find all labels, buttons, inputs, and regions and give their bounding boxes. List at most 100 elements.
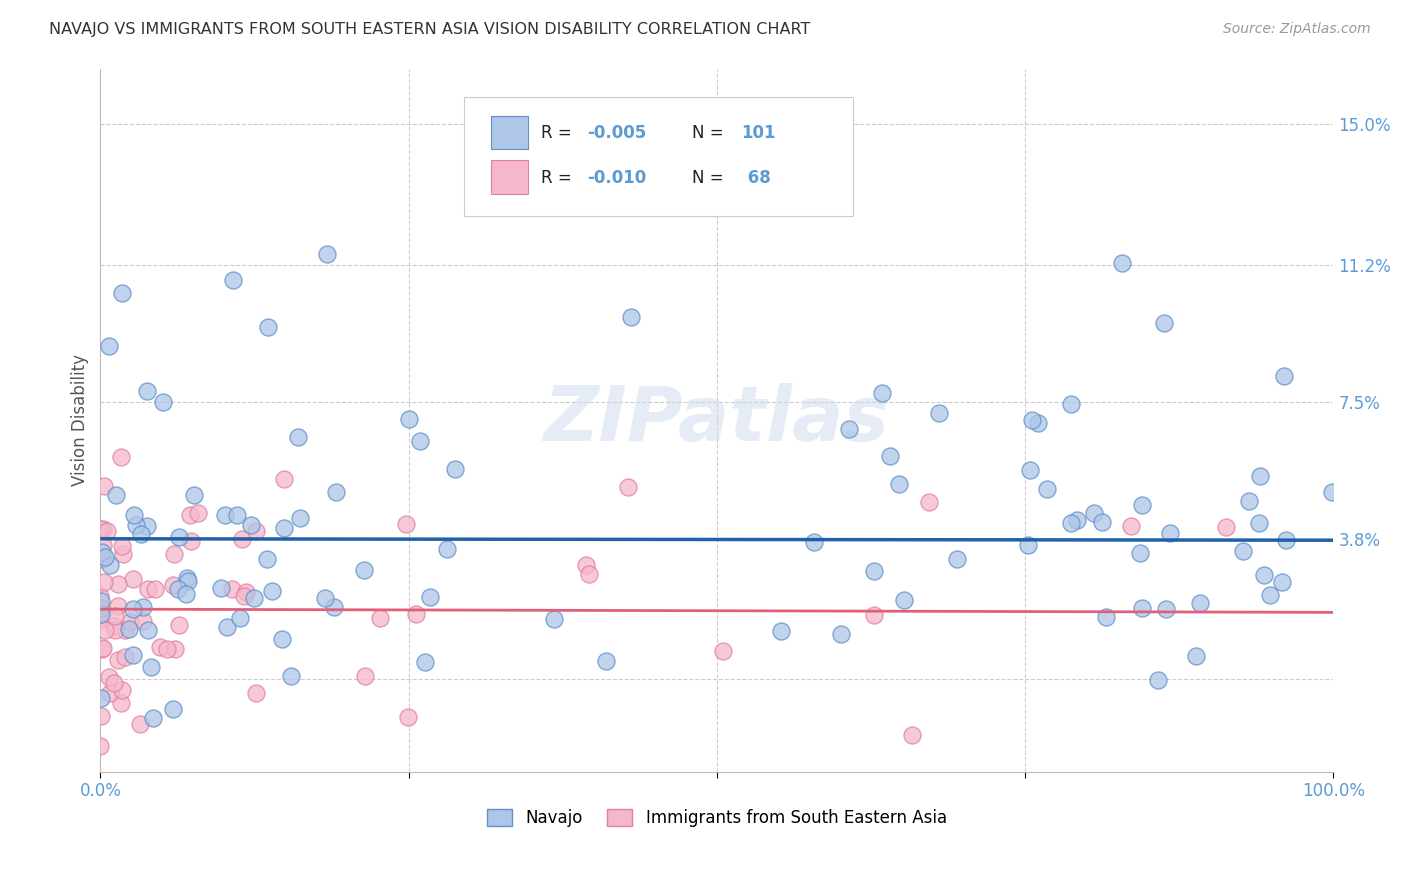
- Navajo: [830, 626, 852, 640]
- FancyBboxPatch shape: [491, 116, 529, 150]
- Text: N =: N =: [692, 124, 724, 142]
- Immigrants from South Eastern Asia: [107, 576, 129, 591]
- Navajo: [770, 624, 793, 639]
- Immigrants from South Eastern Asia: [163, 547, 186, 561]
- Immigrants from South Eastern Asia: [180, 533, 202, 548]
- Legend: Navajo, Immigrants from South Eastern Asia: Navajo, Immigrants from South Eastern As…: [479, 803, 953, 834]
- Navajo: [1272, 368, 1295, 383]
- Immigrants from South Eastern Asia: [221, 582, 243, 596]
- Immigrants from South Eastern Asia: [94, 624, 117, 638]
- Immigrants from South Eastern Asia: [187, 506, 209, 520]
- Navajo: [288, 511, 311, 525]
- Immigrants from South Eastern Asia: [103, 676, 125, 690]
- Immigrants from South Eastern Asia: [90, 605, 112, 619]
- Immigrants from South Eastern Asia: [97, 670, 120, 684]
- Immigrants from South Eastern Asia: [90, 551, 112, 566]
- Navajo: [215, 620, 238, 634]
- Navajo: [287, 430, 309, 444]
- Text: R =: R =: [540, 124, 571, 142]
- Navajo: [1320, 485, 1343, 500]
- Navajo: [887, 477, 910, 491]
- Immigrants from South Eastern Asia: [114, 623, 136, 637]
- Navajo: [879, 449, 901, 463]
- Immigrants from South Eastern Asia: [93, 574, 115, 589]
- Navajo: [870, 386, 893, 401]
- Immigrants from South Eastern Asia: [107, 653, 129, 667]
- Navajo: [893, 593, 915, 607]
- Navajo: [314, 591, 336, 605]
- Navajo: [1159, 525, 1181, 540]
- Navajo: [1154, 601, 1177, 615]
- Navajo: [176, 571, 198, 585]
- Navajo: [595, 654, 617, 668]
- Immigrants from South Eastern Asia: [167, 617, 190, 632]
- Navajo: [142, 710, 165, 724]
- Navajo: [1275, 533, 1298, 547]
- Navajo: [243, 591, 266, 606]
- Immigrants from South Eastern Asia: [111, 683, 134, 698]
- Navajo: [863, 564, 886, 578]
- Navajo: [122, 648, 145, 663]
- Immigrants from South Eastern Asia: [617, 480, 640, 494]
- Navajo: [239, 518, 262, 533]
- Navajo: [139, 660, 162, 674]
- Immigrants from South Eastern Asia: [711, 644, 734, 658]
- Immigrants from South Eastern Asia: [96, 524, 118, 539]
- Navajo: [225, 508, 247, 522]
- Immigrants from South Eastern Asia: [405, 607, 427, 621]
- Navajo: [222, 272, 245, 286]
- Immigrants from South Eastern Asia: [136, 582, 159, 597]
- Immigrants from South Eastern Asia: [575, 558, 598, 572]
- Navajo: [353, 563, 375, 577]
- Immigrants from South Eastern Asia: [179, 508, 201, 522]
- Navajo: [838, 422, 860, 436]
- Navajo: [1095, 610, 1118, 624]
- Immigrants from South Eastern Asia: [98, 686, 121, 700]
- Navajo: [1091, 515, 1114, 529]
- Navajo: [125, 518, 148, 533]
- Navajo: [162, 702, 184, 716]
- Navajo: [256, 552, 278, 566]
- Navajo: [1153, 316, 1175, 330]
- Immigrants from South Eastern Asia: [90, 601, 112, 615]
- Navajo: [152, 394, 174, 409]
- Immigrants from South Eastern Asia: [114, 649, 136, 664]
- Immigrants from South Eastern Asia: [89, 739, 111, 753]
- Navajo: [1271, 575, 1294, 590]
- Immigrants from South Eastern Asia: [111, 547, 134, 561]
- Immigrants from South Eastern Asia: [90, 709, 112, 723]
- Immigrants from South Eastern Asia: [107, 599, 129, 613]
- Text: 101: 101: [741, 124, 776, 142]
- Text: 68: 68: [741, 169, 770, 186]
- Navajo: [398, 412, 420, 426]
- Navajo: [1083, 506, 1105, 520]
- Navajo: [443, 461, 465, 475]
- Immigrants from South Eastern Asia: [132, 614, 155, 628]
- Navajo: [1026, 417, 1049, 431]
- Navajo: [1060, 397, 1083, 411]
- Navajo: [98, 558, 121, 572]
- Immigrants from South Eastern Asia: [235, 585, 257, 599]
- Navajo: [98, 339, 121, 353]
- Navajo: [280, 669, 302, 683]
- Navajo: [1232, 544, 1254, 558]
- FancyBboxPatch shape: [491, 160, 529, 194]
- Navajo: [183, 488, 205, 502]
- Navajo: [262, 583, 284, 598]
- Navajo: [1130, 498, 1153, 512]
- Navajo: [1253, 568, 1275, 582]
- Navajo: [167, 530, 190, 544]
- Navajo: [135, 384, 157, 398]
- Immigrants from South Eastern Asia: [396, 709, 419, 723]
- Navajo: [209, 582, 232, 596]
- Immigrants from South Eastern Asia: [368, 611, 391, 625]
- Navajo: [620, 310, 643, 324]
- Navajo: [1017, 538, 1039, 552]
- Navajo: [94, 550, 117, 565]
- Navajo: [111, 286, 134, 301]
- Immigrants from South Eastern Asia: [901, 728, 924, 742]
- Navajo: [270, 632, 292, 647]
- Immigrants from South Eastern Asia: [120, 615, 142, 630]
- Text: NAVAJO VS IMMIGRANTS FROM SOUTH EASTERN ASIA VISION DISABILITY CORRELATION CHART: NAVAJO VS IMMIGRANTS FROM SOUTH EASTERN …: [49, 22, 811, 37]
- Immigrants from South Eastern Asia: [91, 641, 114, 656]
